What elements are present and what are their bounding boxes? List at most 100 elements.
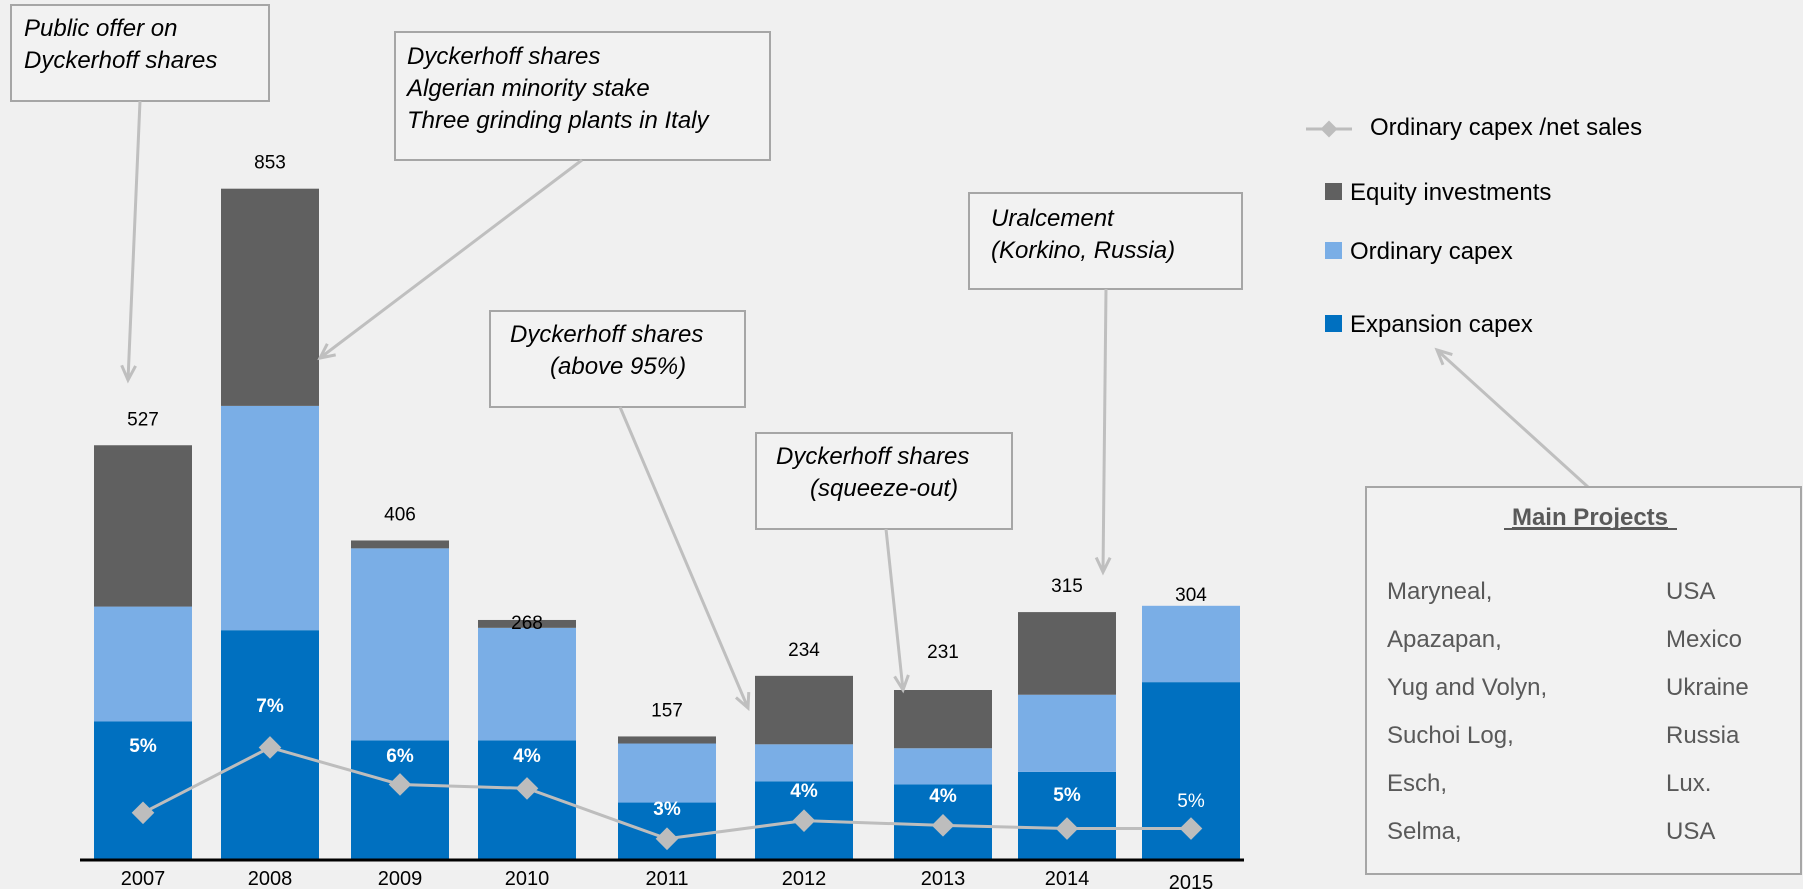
annotation-box — [968, 192, 1243, 290]
ratio-point — [258, 736, 282, 759]
ratio-point — [1179, 817, 1203, 840]
annotation-text: (above 95%) — [550, 353, 686, 380]
ratio-point — [655, 827, 679, 851]
annotation-text: Dyckerhoff shares — [510, 321, 703, 348]
ratio-point — [792, 809, 816, 832]
legend-label: Ordinary capex /net sales — [1370, 114, 1642, 141]
annotation-text: (squeeze-out) — [810, 475, 958, 502]
x-tick-labels: 2007 2008 2009 2010 2011 2012 2013 2014 2015 — [121, 868, 1214, 889]
total-label: 234 — [788, 640, 820, 661]
x-tick-label: 2015 — [1169, 872, 1214, 889]
annotation-text: Three grinding plants in Italy — [407, 107, 711, 134]
total-label: 157 — [651, 700, 683, 721]
annotation-text: Algerian minority stake — [405, 75, 650, 102]
legend-swatch — [1325, 183, 1342, 200]
total-label: 527 — [127, 409, 159, 430]
ratio-label: 5% — [1053, 785, 1081, 806]
ratio-point — [1055, 817, 1079, 840]
bar-2010-series-1 — [478, 627, 576, 741]
ratio-label: 4% — [929, 786, 957, 807]
project-country: Mexico — [1666, 626, 1742, 653]
bar-2014-series-2 — [1018, 612, 1116, 695]
annotation-box — [394, 31, 771, 161]
projects-title: Main Projects — [1512, 504, 1668, 531]
bar-2014-series-1 — [1018, 694, 1116, 772]
project-place: Esch, — [1387, 770, 1447, 797]
bar-2007-series-2 — [94, 445, 192, 607]
bar-2012-series-1 — [755, 744, 853, 782]
annotation-box — [755, 432, 1013, 530]
bar-2008-series-1 — [221, 405, 319, 631]
legend-label: Equity investments — [1350, 179, 1551, 206]
bar-2010-series-2 — [478, 619, 576, 628]
annotation-arrow — [120, 100, 142, 384]
annotation-text: Dyckerhoff shares — [407, 43, 600, 70]
project-place: Apazapan, — [1387, 626, 1502, 653]
legend-label: Ordinary capex — [1350, 238, 1513, 265]
x-tick-label: 2014 — [1045, 868, 1090, 889]
x-tick-label: 2010 — [505, 868, 550, 889]
annotation-arrow — [884, 528, 910, 694]
legend-swatch — [1325, 315, 1342, 332]
projects-box: Main Projects Maryneal, USA Apazapan, Mexico… — [1365, 486, 1802, 875]
bar-2011-series-1 — [618, 743, 716, 803]
annotation-text: (Korkino, Russia) — [991, 237, 1175, 264]
annotation-arrow — [317, 158, 583, 361]
ratio-point — [388, 773, 412, 796]
annotation-arrow — [1434, 347, 1590, 489]
x-tick-label: 2011 — [645, 868, 688, 889]
project-country: Ukraine — [1666, 674, 1749, 701]
ratio-label: 3% — [653, 799, 681, 820]
ratio-point — [931, 814, 955, 837]
legend-diamond-swatch — [1320, 120, 1338, 138]
bar-2011-series-2 — [618, 736, 716, 744]
legend: Ordinary capex /net sales Equity investme… — [1306, 114, 1642, 338]
ratio-label: 4% — [513, 746, 541, 767]
bar-2013-series-2 — [894, 690, 992, 749]
ratio-label: 6% — [386, 746, 414, 767]
project-country: USA — [1666, 818, 1715, 845]
annotation-text: Public offer on — [24, 15, 177, 42]
annotation-text: Uralcement — [991, 205, 1115, 232]
total-label: 406 — [384, 504, 416, 525]
project-place: Selma, — [1387, 818, 1462, 845]
project-country: USA — [1666, 578, 1715, 605]
total-label: 231 — [927, 642, 959, 663]
bar-2009-series-1 — [351, 548, 449, 741]
ratio-label: 7% — [256, 696, 284, 717]
bar-2008-series-2 — [221, 188, 319, 406]
annotation-arrow — [1094, 288, 1112, 576]
x-tick-label: 2012 — [782, 868, 827, 889]
bar-2015-series-1 — [1142, 605, 1240, 683]
annotation-arrow — [618, 406, 751, 712]
project-country: Russia — [1666, 722, 1740, 749]
annotation-box — [10, 4, 270, 102]
bar-2009-series-0 — [351, 740, 449, 860]
x-tick-label: 2013 — [921, 868, 966, 889]
legend-swatch — [1325, 242, 1342, 259]
annotation-text: Dyckerhoff shares — [776, 443, 969, 470]
total-label: 304 — [1175, 585, 1207, 606]
total-label: 315 — [1051, 576, 1083, 597]
bar-2009-series-2 — [351, 540, 449, 549]
projects-frame — [1365, 486, 1802, 875]
annotation-box — [489, 310, 746, 408]
total-label: 268 — [511, 613, 543, 634]
x-tick-label: 2009 — [378, 868, 423, 889]
annotation-text: Dyckerhoff shares — [24, 47, 217, 74]
total-labels: 527 853 406 268 157 234 231 315 304 — [127, 153, 1207, 722]
legend-label: Expansion capex — [1350, 311, 1533, 338]
bar-2007-series-0 — [94, 721, 192, 860]
annotations-layer: Public offer on Dyckerhoff shares Dyckerho… — [10, 4, 1590, 712]
project-place: Yug and Volyn, — [1387, 674, 1547, 701]
ratio-label: 5% — [1177, 791, 1205, 812]
x-tick-label: 2007 — [121, 868, 166, 889]
bar-2012-series-2 — [755, 675, 853, 745]
ratio-point — [515, 777, 539, 800]
x-tick-label: 2008 — [248, 868, 293, 889]
bar-2014-series-0 — [1018, 771, 1116, 860]
project-place: Maryneal, — [1387, 578, 1492, 605]
bar-2013-series-1 — [894, 748, 992, 785]
project-place: Suchoi Log, — [1387, 722, 1514, 749]
